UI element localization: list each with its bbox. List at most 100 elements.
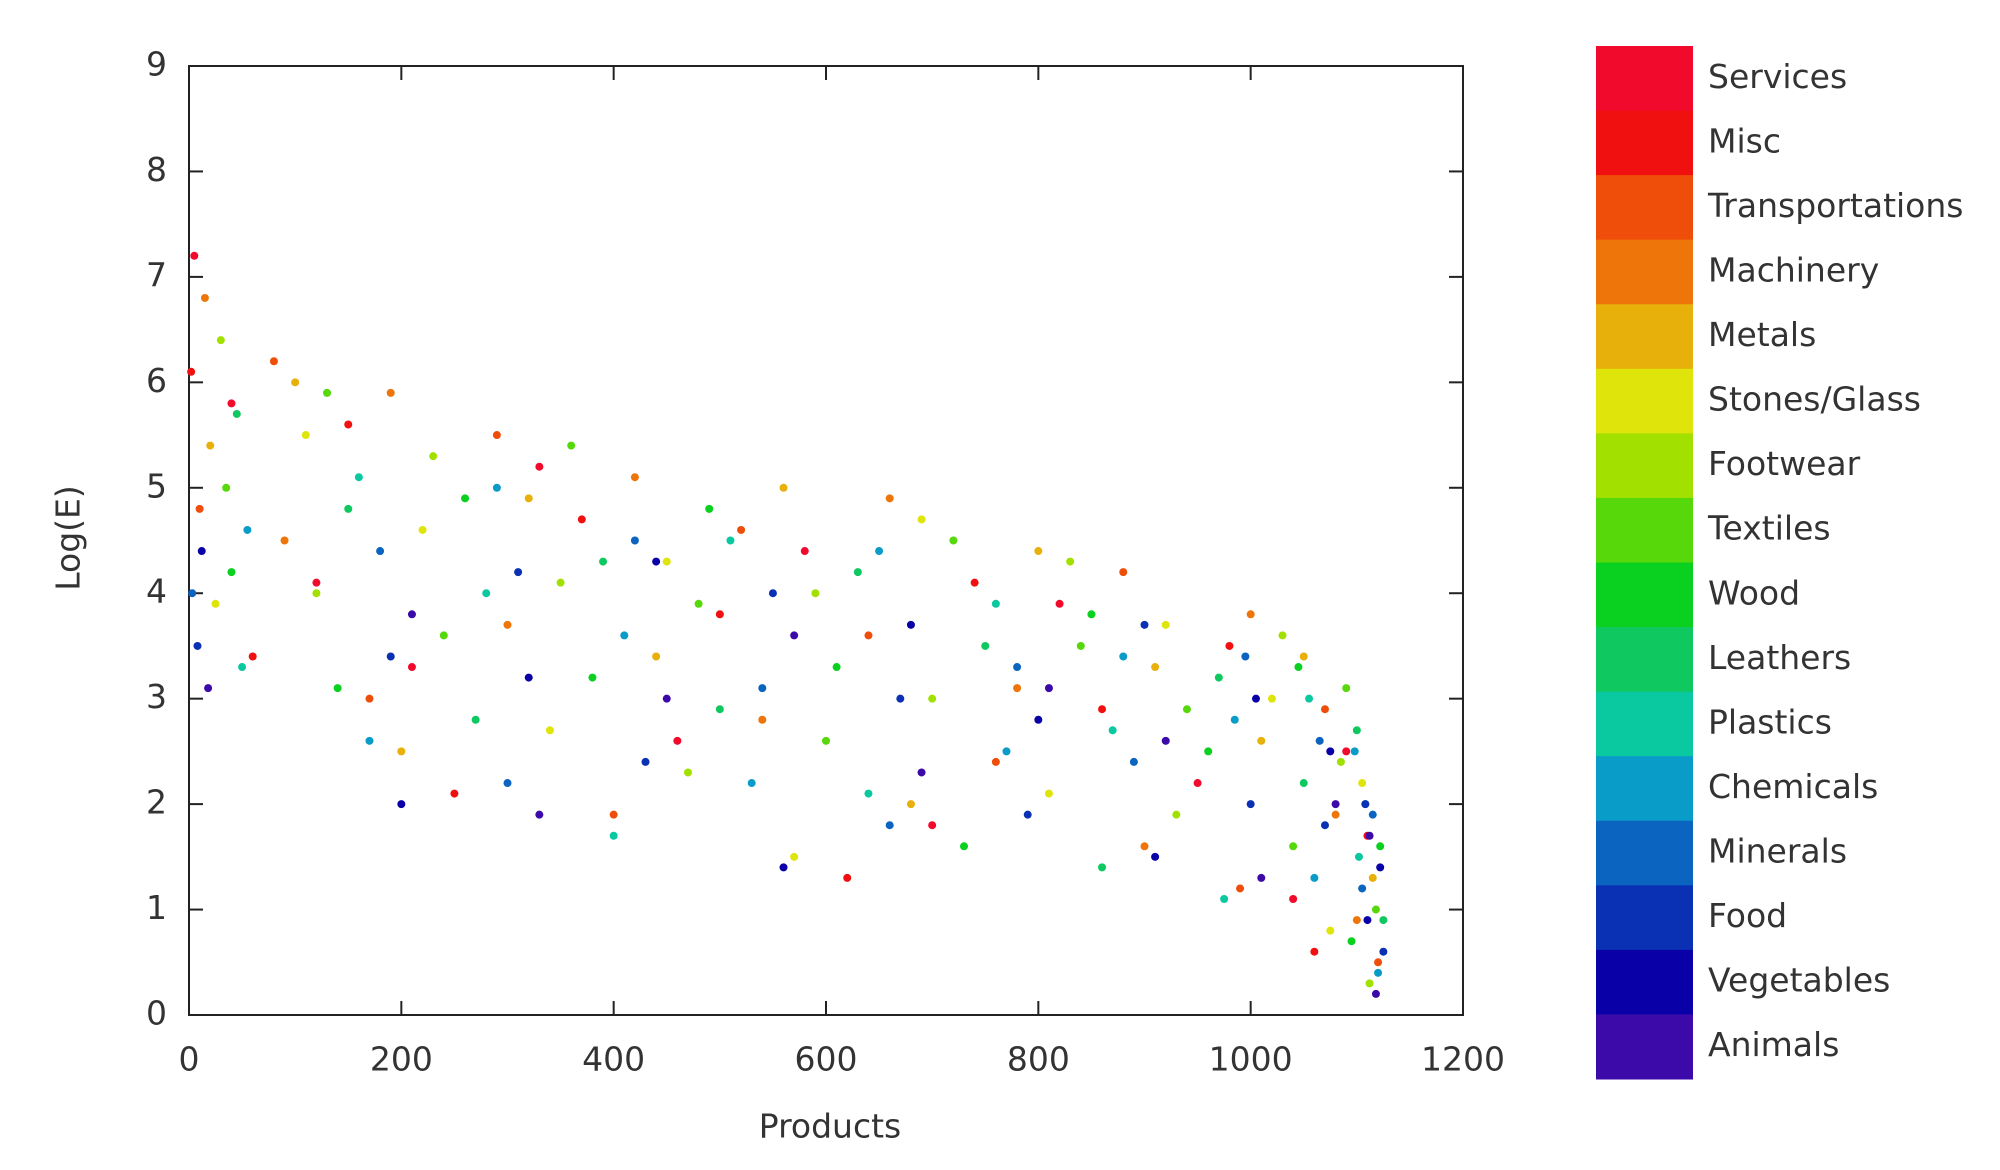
point — [737, 525, 746, 534]
point — [1098, 863, 1107, 872]
point — [535, 810, 544, 819]
point — [652, 557, 661, 566]
point — [567, 441, 576, 450]
point — [243, 525, 252, 534]
point — [312, 589, 321, 598]
x-tick-label: 1000 — [1209, 1040, 1293, 1079]
legend-swatch — [1596, 497, 1693, 563]
y-tick-label: 6 — [146, 361, 167, 400]
legend-label: Chemicals — [1708, 767, 1878, 806]
point — [1368, 810, 1377, 819]
legend-label: Animals — [1708, 1025, 1839, 1064]
legend-label: Plastics — [1708, 702, 1832, 741]
point — [991, 599, 1000, 608]
point — [407, 663, 416, 672]
legend-label: Transportations — [1707, 186, 1963, 225]
point — [211, 599, 220, 608]
point — [1267, 694, 1276, 703]
point — [1379, 916, 1388, 925]
point — [928, 694, 937, 703]
point — [407, 610, 416, 619]
legend-swatch — [1596, 627, 1693, 693]
point — [204, 684, 213, 693]
point — [1374, 968, 1383, 977]
point — [609, 831, 618, 840]
point — [906, 800, 915, 809]
point — [1076, 641, 1085, 650]
point — [1257, 736, 1266, 745]
point — [1182, 705, 1191, 714]
point — [461, 494, 470, 503]
point — [747, 779, 756, 788]
point — [1251, 694, 1260, 703]
point — [683, 768, 692, 777]
point — [917, 515, 926, 524]
legend-swatch — [1596, 691, 1693, 757]
point — [715, 610, 724, 619]
point — [705, 504, 714, 513]
point — [1119, 568, 1128, 577]
point — [365, 694, 374, 703]
point — [843, 873, 852, 882]
point — [949, 536, 958, 545]
legend-label: Misc — [1708, 121, 1781, 160]
point — [450, 789, 459, 798]
point — [1365, 831, 1374, 840]
point — [790, 631, 799, 640]
point — [238, 663, 247, 672]
point — [1013, 684, 1022, 693]
y-tick-label: 0 — [146, 994, 167, 1033]
point — [1220, 895, 1229, 904]
point — [864, 789, 873, 798]
point — [630, 473, 639, 482]
point — [188, 589, 197, 598]
point — [1376, 863, 1385, 872]
legend-label: Services — [1708, 57, 1847, 96]
point — [822, 736, 830, 745]
point — [1161, 736, 1170, 745]
point — [1289, 895, 1298, 904]
legend-swatch — [1596, 949, 1693, 1015]
point — [864, 631, 873, 640]
point — [641, 757, 650, 766]
point — [1151, 663, 1160, 672]
x-tick-label: 1200 — [1421, 1040, 1505, 1079]
point — [291, 378, 300, 387]
x-tick-label: 600 — [795, 1040, 858, 1079]
point — [779, 483, 788, 492]
legend-swatch — [1596, 1014, 1693, 1080]
point — [492, 431, 501, 440]
point — [1365, 979, 1374, 988]
point — [556, 578, 565, 587]
point — [768, 589, 777, 598]
point — [354, 473, 363, 482]
point — [928, 821, 937, 830]
legend-swatch — [1596, 110, 1693, 176]
point — [386, 388, 395, 397]
y-tick-label: 4 — [146, 572, 167, 611]
y-tick-label: 2 — [146, 783, 167, 822]
point — [1379, 947, 1388, 956]
point — [885, 821, 894, 830]
point — [524, 494, 533, 503]
legend-swatch — [1596, 368, 1693, 434]
point — [1172, 810, 1181, 819]
point — [1376, 842, 1385, 851]
point — [853, 568, 862, 577]
point — [896, 694, 905, 703]
point — [1374, 958, 1383, 967]
x-tick-label: 0 — [179, 1040, 200, 1079]
point — [1278, 631, 1287, 640]
point — [981, 641, 990, 650]
point — [1230, 715, 1239, 724]
point — [248, 652, 257, 661]
point — [662, 694, 671, 703]
point — [1289, 842, 1298, 851]
point — [344, 504, 353, 513]
point — [344, 420, 353, 429]
point — [429, 452, 438, 461]
point — [906, 620, 915, 629]
point — [1013, 663, 1022, 672]
point — [1371, 989, 1380, 998]
